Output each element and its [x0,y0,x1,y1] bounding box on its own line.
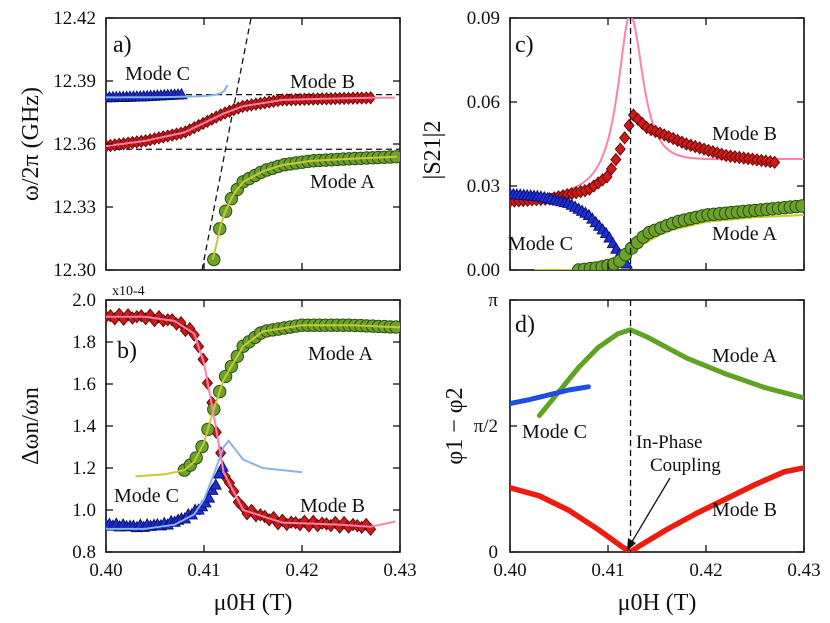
mode-b-fit-line [106,315,396,528]
panel-b-scale-note: x10-4 [112,284,145,299]
panel-b-mode-a-label: Mode A [308,343,374,365]
mode-a-phase-line [536,327,804,419]
mode-b-marker [610,152,622,167]
panel-d-mode-c-label: Mode C [522,421,587,443]
panel-a-plot [106,18,400,270]
mode-c-marker [202,491,216,503]
panel-b-plot [106,307,400,536]
panel-d-ytick-label: 0 [489,542,499,563]
panel-d-mode-a-label: Mode A [712,345,778,367]
panel-b-xtick-label: 0.41 [187,560,220,581]
in-phase-arrow-head [627,538,636,551]
mode-b-phase-line [510,465,804,552]
mode-c-marker [212,467,226,479]
panel-a-ytick-label: 12.33 [53,197,96,218]
right-xlabel: μ0H (T) [618,590,697,616]
panel-a-ytick-label: 12.36 [53,134,96,155]
panel-c-plot [510,18,804,270]
bare-mode-dashed-diagonal [201,18,252,270]
mode-b-fit-line [510,18,804,200]
panel-b-ytick-label: 1.8 [72,332,96,353]
panel-d-xtick-label: 0.43 [787,560,820,581]
panel-c-ytick-label: 0.09 [467,8,500,29]
panel-b-xtick-label: 0.40 [89,560,122,581]
mode-a-fit-line [211,155,398,260]
panel-b-letter: b) [117,338,137,364]
panel-c-mode-a-label: Mode A [712,223,778,245]
panel-c-ytick-label: 0.03 [467,176,500,197]
in-phase-arrow-shaft [629,477,671,546]
panel-d-mode-b-label: Mode B [712,499,777,521]
panel-a-mode-b-label: Mode B [290,71,355,93]
mode-b-marker [614,142,626,156]
panel-a-ytick-label: 12.39 [53,71,96,92]
panel-d-xtick-label: 0.40 [493,560,526,581]
mode-b-marker [623,118,635,133]
panel-a-ylabel: ω/2π (GHz) [18,87,44,201]
mode-b-marker [636,116,648,131]
panel-d-ytick-label: π [488,290,498,311]
mode-b-marker [605,162,618,176]
panel-c-ylabel: |S21|2 [420,121,446,180]
panel-b-ytick-label: 1.6 [72,374,96,395]
panel-b-mode-b-label: Mode B [300,495,365,517]
panel-d-coupling-label: Coupling [650,455,721,476]
mode-c-fit-line [106,84,229,99]
left-xlabel: μ0H (T) [214,590,293,616]
panel-d-plot [510,300,804,552]
panel-b-ytick-label: 1.0 [72,500,96,521]
mode-c-fit-line [106,439,303,530]
panel-d-xtick-label: 0.41 [591,560,624,581]
panel-a-mode-a-label: Mode A [310,171,376,193]
panel-d-xtick-label: 0.42 [689,560,722,581]
panel-d-letter: d) [515,312,535,338]
mode-c-phase-line [510,384,591,407]
panel-d-ylabel: φ1 − φ2 [442,387,468,464]
panel-d-in-phase-label: In-Phase [636,432,702,453]
panel-b-ytick-label: 0.8 [72,542,96,563]
mode-c-marker [209,478,223,490]
mode-a-fit-line [135,324,400,478]
panel-c-letter: c) [515,32,534,58]
mode-b-fit-line [106,96,396,148]
panel-a-letter: a) [113,32,132,58]
panel-b-ytick-label: 2.0 [72,290,96,311]
panel-c-ytick-label: 0.00 [467,260,500,281]
mode-a-marker [795,199,804,213]
panel-b-ytick-label: 1.2 [72,458,96,479]
panel-c-mode-c-label: Mode C [508,233,573,255]
panel-a-ytick-label: 12.42 [53,8,96,29]
panel-b-xtick-label: 0.42 [285,560,318,581]
panel-c-frame [509,17,805,271]
panel-b-ytick-label: 1.4 [72,416,96,437]
mode-b-marker [619,131,631,145]
panel-d-ytick-label: π/2 [474,416,498,437]
panel-b-xtick-label: 0.43 [383,560,416,581]
panel-b-mode-c-label: Mode C [114,485,179,507]
panel-a-ytick-label: 12.30 [53,260,96,281]
mode-b-marker [601,170,613,184]
panel-c-mode-b-label: Mode B [712,123,777,145]
mode-b-marker [769,155,781,170]
panel-b-ylabel: Δωn/ωn [18,387,44,465]
panel-a-mode-c-label: Mode C [125,63,190,85]
tick-marks: 12.30 12.33 12.36 12.39 12.42 0.40 0.41 0.42 0.4… [53,8,820,581]
panel-c-ytick-label: 0.06 [467,92,500,113]
